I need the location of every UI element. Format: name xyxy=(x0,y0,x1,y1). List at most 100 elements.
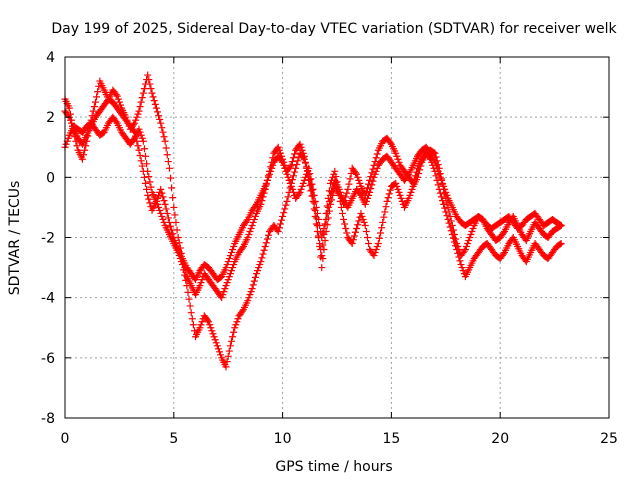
y-axis-label: SDTVAR / TECUs xyxy=(7,181,23,296)
data-point xyxy=(160,133,168,141)
data-point xyxy=(262,239,270,247)
data-point xyxy=(319,229,327,237)
data-point xyxy=(157,209,165,217)
data-point xyxy=(307,181,315,189)
data-point xyxy=(161,137,169,145)
data-point xyxy=(385,190,393,198)
data-point xyxy=(366,188,374,196)
y-tick-label: 0 xyxy=(46,170,55,186)
data-point xyxy=(262,179,270,187)
data-point xyxy=(185,295,193,303)
data-point xyxy=(356,190,364,198)
data-point xyxy=(145,173,153,181)
data-point xyxy=(263,235,271,243)
data-point xyxy=(245,230,253,238)
data-point xyxy=(313,209,321,217)
data-point xyxy=(137,98,145,106)
data-point xyxy=(321,220,329,228)
data-point xyxy=(221,285,229,293)
data-point xyxy=(341,220,349,228)
data-point xyxy=(338,194,346,202)
data-point xyxy=(133,137,141,145)
data-point xyxy=(323,209,331,217)
data-point xyxy=(212,339,220,347)
data-point xyxy=(224,352,232,360)
data-point xyxy=(222,282,230,290)
data-point xyxy=(135,107,143,115)
data-point xyxy=(295,190,303,198)
data-point xyxy=(90,103,98,111)
data-point xyxy=(357,209,365,217)
data-point xyxy=(232,321,240,329)
data-point xyxy=(274,227,282,235)
data-point xyxy=(229,333,237,341)
data-point xyxy=(293,161,301,169)
data-point xyxy=(444,215,452,223)
data-point xyxy=(197,279,205,287)
data-point xyxy=(133,113,141,121)
data-point xyxy=(308,180,316,188)
data-point xyxy=(398,197,406,205)
data-point xyxy=(144,71,152,79)
data-point xyxy=(305,164,313,172)
data-point xyxy=(439,197,447,205)
data-point xyxy=(156,115,164,123)
data-point xyxy=(288,185,296,193)
data-point xyxy=(315,215,323,223)
data-point xyxy=(208,327,216,335)
data-point xyxy=(381,208,389,216)
data-point xyxy=(246,227,254,235)
data-point xyxy=(218,294,226,302)
data-point xyxy=(252,270,260,278)
data-point xyxy=(112,118,120,126)
data-point xyxy=(469,224,477,232)
data-point xyxy=(219,291,227,299)
data-point xyxy=(249,218,257,226)
data-point xyxy=(384,194,392,202)
data-point xyxy=(365,191,373,199)
data-point xyxy=(350,232,358,240)
data-point xyxy=(226,270,234,278)
data-point xyxy=(455,253,463,261)
data-point xyxy=(292,164,300,172)
data-point xyxy=(371,170,379,178)
data-point xyxy=(354,173,362,181)
data-point xyxy=(393,182,401,190)
data-point xyxy=(392,179,400,187)
data-point xyxy=(386,139,394,147)
data-point xyxy=(137,131,145,139)
data-point xyxy=(142,179,150,187)
data-point xyxy=(372,154,380,162)
data-point xyxy=(297,143,305,151)
data-point xyxy=(135,125,143,133)
data-point xyxy=(289,188,297,196)
data-point xyxy=(378,224,386,232)
data-point xyxy=(556,240,564,248)
data-point xyxy=(263,176,271,184)
data-point xyxy=(371,158,379,166)
data-point xyxy=(269,161,277,169)
data-point xyxy=(462,243,470,251)
data-point xyxy=(361,221,369,229)
data-point xyxy=(175,239,183,247)
data-point xyxy=(276,220,284,228)
data-point xyxy=(353,170,361,178)
data-point xyxy=(404,172,412,180)
data-point xyxy=(140,85,148,93)
data-point xyxy=(433,164,441,172)
data-point xyxy=(449,234,457,242)
data-point xyxy=(170,203,178,211)
data-point xyxy=(318,252,326,260)
data-point xyxy=(363,234,371,241)
data-point xyxy=(443,212,451,220)
data-point xyxy=(354,221,362,229)
data-point xyxy=(64,134,72,142)
data-point xyxy=(432,172,440,180)
data-point xyxy=(222,363,230,371)
data-point xyxy=(169,230,177,238)
data-point xyxy=(443,191,451,199)
data-point xyxy=(139,137,147,145)
data-point xyxy=(139,89,147,97)
data-point xyxy=(267,167,275,175)
data-point xyxy=(557,240,565,248)
